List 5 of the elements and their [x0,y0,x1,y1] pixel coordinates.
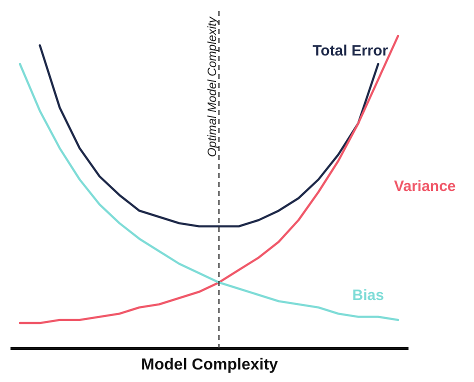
text: Variance [394,178,456,195]
series-label: Total Error [312,42,388,60]
annotation: Optimal Model Complexity [204,16,219,158]
x-axis-title: Model Complexity [141,356,278,374]
series-label: Bias [352,286,384,304]
